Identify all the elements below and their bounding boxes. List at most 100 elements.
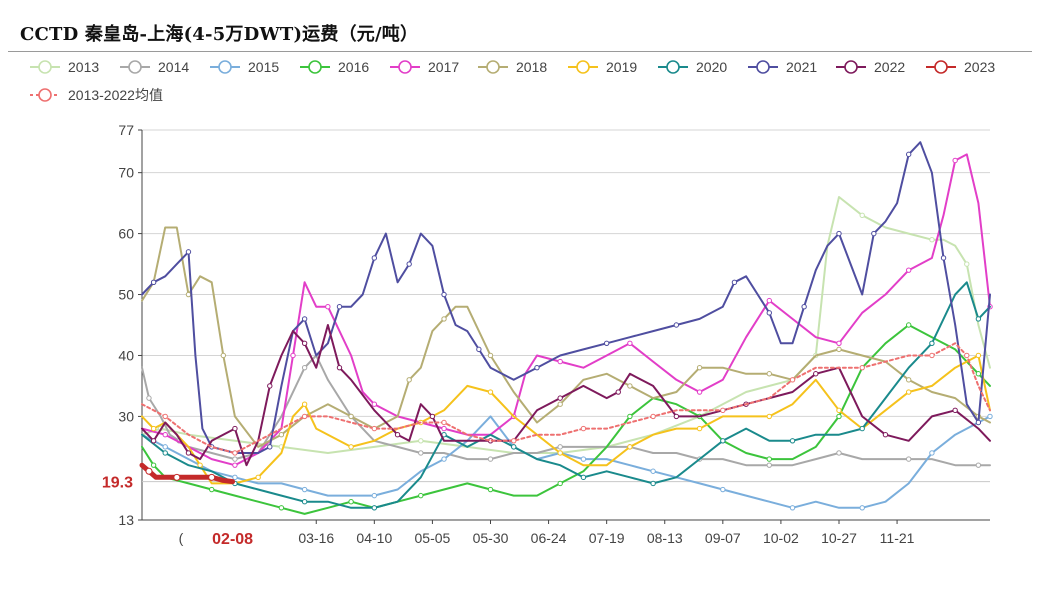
series-point-2021 xyxy=(441,291,447,298)
series-point-2018 xyxy=(696,364,703,371)
legend-marker-2021 xyxy=(756,60,770,74)
y-tick-label: 50 xyxy=(118,287,134,303)
series-point-2013-2022均值 xyxy=(580,425,587,432)
x-tick-label: 07-19 xyxy=(589,530,625,546)
series-point-2021 xyxy=(836,230,842,237)
series-point-2017 xyxy=(836,340,842,346)
series-point-2019 xyxy=(487,389,494,395)
series-point-2019 xyxy=(197,462,203,468)
series-point-2016 xyxy=(278,505,285,511)
series-point-2013 xyxy=(964,261,970,267)
legend-marker-2017 xyxy=(398,60,412,74)
series-point-2021 xyxy=(185,249,192,255)
series-point-2014 xyxy=(975,462,982,468)
legend-label-2020: 2020 xyxy=(696,59,727,75)
series-point-2019 xyxy=(905,389,912,395)
series-point-2022 xyxy=(952,407,958,414)
series-line-2013 xyxy=(141,196,991,454)
series-point-2021 xyxy=(940,255,947,261)
series-line-2021 xyxy=(141,141,991,454)
series-point-2013-2022均值 xyxy=(650,413,656,420)
series-point-2020 xyxy=(580,474,587,481)
x-tick-label: 10-02 xyxy=(763,530,799,546)
series-point-2015 xyxy=(232,474,238,481)
highlight-x-bg xyxy=(200,526,265,550)
series-point-2013-2022均值 xyxy=(162,413,168,420)
series-point-2019 xyxy=(557,450,563,456)
series-point-2019 xyxy=(255,474,261,481)
series-point-2016 xyxy=(766,456,772,462)
series-point-2019 xyxy=(766,413,772,420)
legend-marker-2020 xyxy=(666,60,680,74)
legend-label-2016: 2016 xyxy=(338,59,369,75)
series-point-2018 xyxy=(487,352,494,359)
series-point-2021 xyxy=(975,419,982,426)
series-point-2021 xyxy=(871,230,877,237)
series-point-2022 xyxy=(336,364,343,371)
series-point-2021 xyxy=(267,444,273,450)
series-point-2017 xyxy=(371,401,378,407)
series-point-2017 xyxy=(557,358,563,365)
series-point-2016 xyxy=(975,371,982,377)
series-point-2016 xyxy=(208,486,215,493)
series-point-2018 xyxy=(836,346,842,353)
legend-marker-2015 xyxy=(218,60,232,74)
series-point-2018 xyxy=(348,413,354,420)
legend-label-2022: 2022 xyxy=(874,59,905,75)
x-tick-label: 06-24 xyxy=(531,530,567,546)
series-point-2013-2022均值 xyxy=(720,407,726,414)
y-tick-label: 60 xyxy=(118,226,134,242)
series-point-2018 xyxy=(406,377,412,383)
series-point-2020 xyxy=(929,340,935,346)
series-point-2013 xyxy=(929,236,935,243)
series-line-2023 xyxy=(139,462,236,485)
series-point-2018 xyxy=(278,431,285,438)
series-point-2019 xyxy=(975,352,982,359)
series-point-2018 xyxy=(627,383,633,389)
series-line-2015 xyxy=(141,415,991,509)
series-point-2017 xyxy=(441,425,447,432)
x-tick-label: 05-05 xyxy=(415,530,451,546)
legend-label-2013: 2013 xyxy=(68,59,99,75)
series-line-2017 xyxy=(141,153,991,467)
legend-marker-2016 xyxy=(308,60,322,74)
series-point-2014 xyxy=(836,450,842,456)
series-point-2013-2022均值 xyxy=(964,352,970,359)
series-point-2021 xyxy=(905,151,912,158)
series-point-2019 xyxy=(150,425,157,432)
series-point-2016 xyxy=(557,480,563,487)
series-point-2021 xyxy=(766,310,772,316)
series-point-2022 xyxy=(185,450,192,456)
series-point-2015 xyxy=(859,505,865,511)
series-point-2016 xyxy=(348,499,354,505)
chart-title: CCTD 秦皇岛-上海(4-5万DWT)运费（元/吨） xyxy=(20,24,419,45)
series-point-2014 xyxy=(146,395,152,401)
series-point-2021 xyxy=(476,346,482,353)
series-point-2014 xyxy=(418,450,424,456)
series-point-2015 xyxy=(929,450,935,456)
series-point-2013-2022均值 xyxy=(301,413,308,420)
series-point-2014 xyxy=(301,364,308,371)
series-point-2015 xyxy=(441,456,447,462)
legend-label-2019: 2019 xyxy=(606,59,637,75)
series-point-2021 xyxy=(406,261,412,267)
series-point-2023 xyxy=(145,467,153,475)
series-point-2020 xyxy=(859,425,865,432)
series-point-2018 xyxy=(185,291,192,298)
series-point-2022 xyxy=(301,340,308,346)
legend-label-2023: 2023 xyxy=(964,59,995,75)
series-point-2017 xyxy=(696,389,703,395)
series-point-2021 xyxy=(534,364,540,371)
series-point-2022 xyxy=(813,371,819,377)
series-point-2013-2022均值 xyxy=(511,438,517,444)
series-point-2022 xyxy=(150,438,157,444)
y-tick-label: 30 xyxy=(118,408,134,424)
series-point-2013-2022均值 xyxy=(371,425,378,432)
series-line-2022 xyxy=(141,324,991,467)
series-point-2017 xyxy=(627,340,633,346)
series-point-2015 xyxy=(650,468,656,474)
series-point-2018 xyxy=(766,371,772,377)
legend-marker-2013-2022均值 xyxy=(38,88,52,102)
series-point-2022 xyxy=(615,389,621,395)
series-point-2021 xyxy=(801,304,807,310)
